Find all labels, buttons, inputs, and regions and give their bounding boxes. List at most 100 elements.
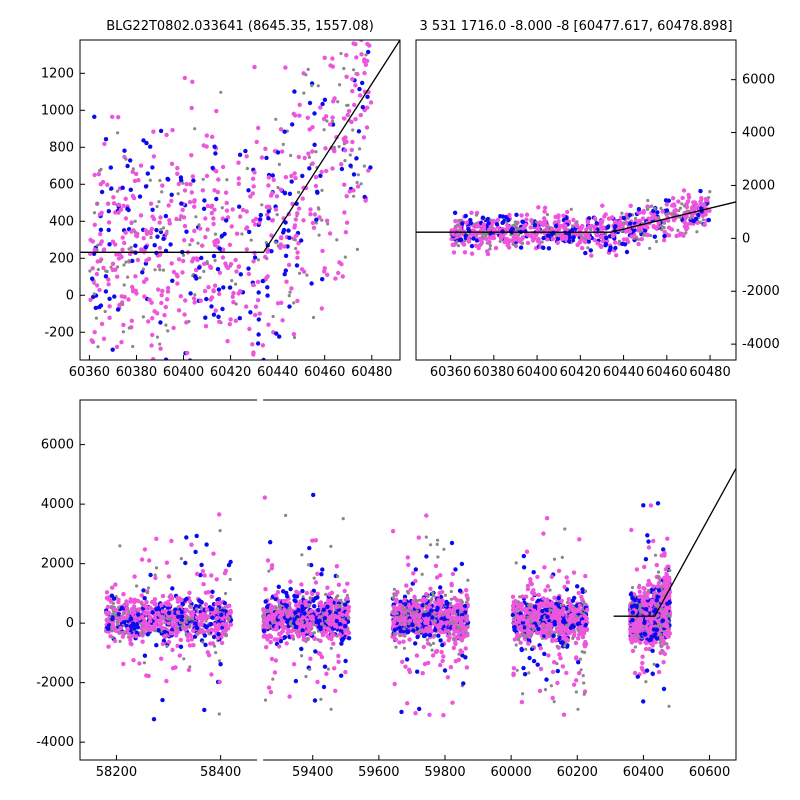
data-point [166, 574, 172, 579]
data-point [155, 234, 160, 239]
data-point [416, 535, 421, 540]
data-point [473, 243, 479, 248]
ytick-label: -2000 [742, 284, 780, 299]
data-point [228, 577, 232, 582]
data-point [106, 282, 111, 287]
data-point [131, 608, 136, 613]
data-point [406, 629, 411, 634]
data-point [158, 215, 163, 220]
data-point [330, 633, 335, 638]
data-point [444, 602, 450, 607]
data-point [315, 591, 320, 596]
data-point [261, 609, 267, 614]
data-point [267, 412, 271, 416]
data-point [424, 609, 428, 614]
data-point [168, 242, 173, 247]
data-point [121, 302, 125, 307]
data-point [154, 566, 159, 570]
data-point [565, 209, 570, 215]
data-point [556, 219, 561, 224]
data-point [350, 139, 355, 145]
data-point [133, 288, 138, 293]
data-point [92, 114, 97, 120]
data-point [335, 614, 340, 619]
data-point [150, 214, 155, 219]
data-point [484, 236, 489, 242]
data-point [182, 238, 187, 243]
data-point [265, 285, 270, 290]
data-point [315, 679, 320, 685]
data-point [320, 277, 325, 282]
data-point [413, 567, 418, 572]
data-point [141, 621, 147, 626]
data-point [308, 667, 312, 671]
data-point [360, 105, 365, 110]
data-point [421, 644, 426, 650]
data-point [158, 320, 163, 325]
data-point [109, 186, 114, 191]
data-point [150, 207, 155, 212]
data-point [555, 236, 561, 242]
data-point [97, 304, 102, 310]
data-point [238, 214, 243, 219]
data-point [142, 653, 148, 658]
data-point [575, 232, 581, 237]
data-point [193, 604, 199, 609]
data-point [332, 666, 337, 671]
data-point [544, 516, 550, 521]
data-point [364, 53, 368, 57]
data-point [103, 391, 107, 395]
data-point [327, 231, 333, 236]
data-point [642, 233, 646, 237]
data-point [158, 128, 164, 134]
data-point [204, 542, 209, 547]
data-point [186, 667, 192, 673]
data-point [549, 232, 554, 237]
data-point [96, 243, 100, 247]
data-point [202, 573, 207, 578]
data-point [233, 318, 238, 323]
data-point [230, 294, 235, 299]
data-point [464, 617, 469, 622]
data-point [285, 614, 290, 619]
data-point [552, 700, 556, 704]
data-point [623, 229, 629, 234]
data-point [661, 238, 667, 243]
data-point [342, 116, 347, 121]
data-point [343, 669, 348, 675]
data-point [221, 628, 226, 634]
data-point [460, 221, 465, 226]
data-point [336, 659, 341, 664]
data-point [281, 625, 286, 631]
data-point [311, 492, 316, 498]
data-point [92, 292, 96, 296]
data-point [424, 535, 428, 539]
data-point [408, 587, 413, 592]
data-point [220, 216, 225, 221]
panel2-title: 3 531 1716.0 -8.000 -8 [60477.617, 60478… [419, 19, 732, 34]
data-point [105, 201, 111, 206]
data-point [524, 217, 529, 222]
data-point [532, 223, 538, 228]
data-point [236, 160, 241, 165]
data-point [187, 319, 191, 324]
data-point [193, 127, 197, 131]
data-point [274, 241, 278, 245]
data-point [571, 235, 576, 240]
data-point [106, 644, 111, 649]
data-point [282, 607, 287, 612]
data-point [159, 602, 164, 608]
data-point [300, 588, 305, 594]
data-point [283, 65, 288, 70]
data-point [260, 203, 264, 207]
data-point [294, 263, 300, 268]
data-point [189, 105, 194, 111]
data-point [106, 227, 111, 233]
data-point [274, 606, 278, 610]
xtick-label: 60480 [351, 365, 392, 380]
data-point [157, 220, 162, 225]
data-point [576, 707, 580, 711]
data-point [176, 192, 180, 196]
data-point [559, 232, 564, 237]
